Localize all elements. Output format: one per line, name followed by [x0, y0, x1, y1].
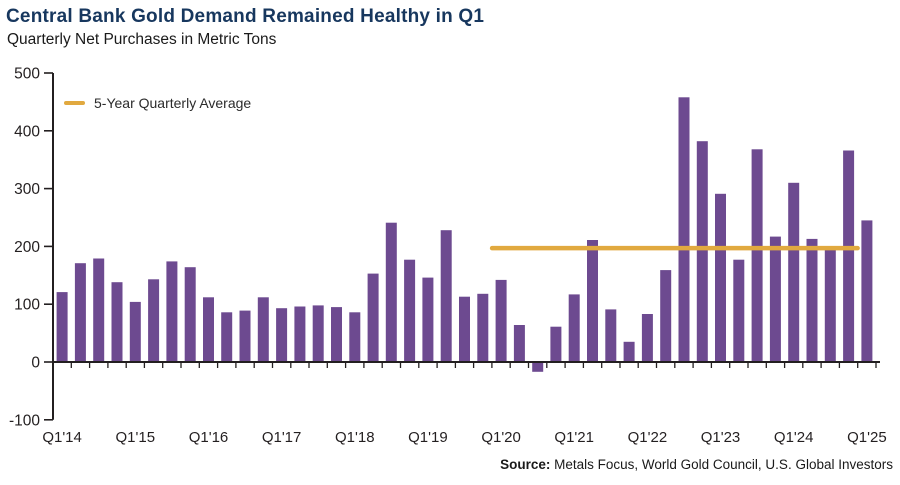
bar-Q4'19	[477, 293, 489, 362]
chart-subtitle: Quarterly Net Purchases in Metric Tons	[7, 31, 277, 48]
y-tick-label: 200	[14, 239, 40, 256]
bar-Q1'21	[568, 294, 580, 362]
bar-Q1'24	[788, 182, 800, 362]
bar-Q1'18	[349, 312, 361, 362]
legend: 5-Year Quarterly Average	[64, 95, 251, 111]
bar-Q3'23	[751, 149, 763, 362]
bar-Q4'22	[696, 141, 708, 362]
y-tick-label: 500	[14, 66, 40, 83]
bar-Q4'21	[623, 341, 635, 362]
x-tick-label: Q1'20	[481, 429, 521, 446]
bar-Q3'21	[605, 309, 617, 362]
bar-Q3'15	[166, 261, 178, 362]
bar-Q1'22	[641, 314, 653, 362]
bar-Q3'14	[93, 258, 105, 362]
bar-Q4'24	[843, 150, 855, 362]
y-tick-label: 300	[14, 181, 40, 198]
bar-Q3'17	[312, 305, 324, 362]
bar-Q2'17	[294, 306, 306, 362]
x-tick-label: Q1'25	[847, 429, 887, 446]
source-line: Source: Metals Focus, World Gold Council…	[500, 457, 893, 472]
bar-Q4'14	[111, 282, 123, 362]
bar-Q4'23	[769, 236, 781, 362]
bar-Q2'16	[221, 312, 233, 362]
bar-Q1'25	[861, 220, 873, 362]
x-tick-label: Q1'17	[262, 429, 302, 446]
y-tick-label: 100	[14, 297, 40, 314]
bar-Q1'20	[495, 279, 507, 362]
bar-Q3'18	[385, 222, 397, 362]
x-tick-label: Q1'18	[335, 429, 375, 446]
bar-Q4'15	[184, 267, 196, 362]
bar-Q3'19	[459, 296, 470, 362]
bar-Q3'22	[678, 97, 690, 363]
y-tick-label: -100	[9, 412, 40, 429]
bar-Q2'22	[660, 270, 672, 362]
bar-Q1'14	[56, 292, 68, 362]
average-line-legend-swatch	[64, 100, 85, 106]
bar-Q1'17	[276, 308, 288, 362]
x-tick-label: Q1'16	[189, 429, 229, 446]
bar-Q4'17	[331, 307, 342, 362]
y-tick-label: 400	[14, 123, 40, 140]
bar-Q1'23	[715, 193, 726, 362]
bar-Q3'16	[239, 310, 251, 362]
bar-Q3'20	[532, 362, 544, 372]
source-text: Metals Focus, World Gold Council, U.S. G…	[550, 457, 893, 472]
bar-Q2'20	[513, 325, 525, 362]
bar-Q2'19	[440, 230, 452, 362]
bar-Q2'21	[587, 240, 598, 362]
x-tick-label: Q1'23	[701, 429, 741, 446]
bar-Q2'24	[806, 238, 818, 362]
bar-Q2'23	[733, 259, 745, 362]
x-tick-label: Q1'22	[628, 429, 668, 446]
bar-Q3'24	[824, 247, 836, 362]
y-tick-label: 0	[31, 355, 40, 372]
bar-Q4'18	[404, 259, 416, 362]
bar-Q2'18	[367, 273, 379, 362]
chart-title: Central Bank Gold Demand Remained Health…	[6, 6, 485, 27]
x-tick-label: Q1'15	[116, 429, 156, 446]
bar-Q2'14	[74, 263, 86, 362]
x-tick-label: Q1'14	[42, 429, 82, 446]
x-tick-label: Q1'19	[408, 429, 448, 446]
bar-Q1'16	[203, 297, 214, 362]
bar-Q4'20	[550, 326, 562, 362]
bar-Q4'16	[257, 297, 269, 362]
source-prefix: Source:	[500, 457, 551, 472]
bar-Q1'15	[129, 301, 141, 362]
bar-Q2'15	[148, 279, 160, 362]
bar-Q1'19	[422, 277, 434, 362]
x-tick-label: Q1'24	[774, 429, 814, 446]
legend-label: 5-Year Quarterly Average	[94, 95, 252, 111]
x-tick-label: Q1'21	[554, 429, 594, 446]
